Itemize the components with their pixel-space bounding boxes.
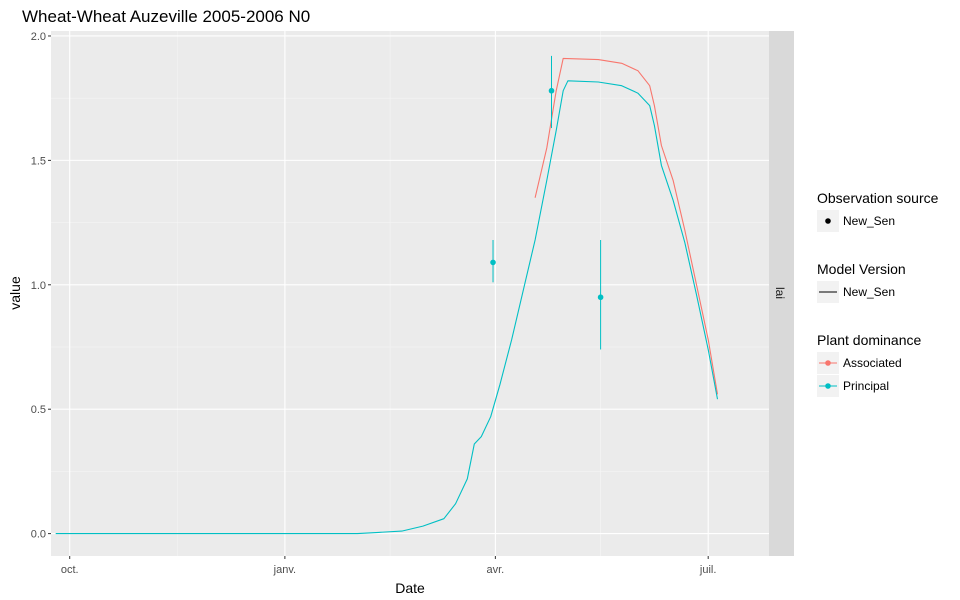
plot-panel [51,31,769,556]
y-tick-label: 1.0 [31,280,46,292]
x-tick-label: juil. [699,564,717,576]
legend-dot-icon [825,218,831,224]
x-axis-ticks: oct. janv. avr. juil. [61,556,717,576]
legend-associated-dot-icon [825,360,831,366]
observation-point [597,294,604,301]
y-tick-label: 1.5 [31,155,46,167]
observation-point [490,259,496,266]
x-tick-label: janv. [273,564,296,576]
legend-title-model: Model Version [817,261,906,277]
observation-layer [490,55,604,350]
legend-item-observation: New_Sen [843,214,895,228]
legend-item-model: New_Sen [843,285,895,299]
x-tick-label: avr. [486,564,504,576]
x-axis-title: Date [395,580,425,596]
y-tick-label: 0.0 [31,529,46,541]
series-line-principal [55,80,719,535]
y-tick-label: 2.0 [31,31,46,43]
legend-principal-dot-icon [825,383,831,389]
observation-point [548,87,555,94]
legend-title-dominance: Plant dominance [817,332,922,348]
y-tick-label: 0.5 [31,404,46,416]
y-axis-ticks: 0.0 0.5 1.0 1.5 2.0 [31,31,51,541]
chart-title: Wheat-Wheat Auzeville 2005-2006 N0 [22,7,310,26]
facet-strip-label: lai [773,287,787,299]
x-tick-label: oct. [61,564,79,576]
legend-title-observation: Observation source [817,190,939,206]
legend-item-principal: Principal [843,379,889,393]
y-axis-title: value [7,276,23,310]
series-line-associated [534,57,719,395]
facet-strip [769,31,794,556]
legend-item-associated: Associated [843,356,902,370]
series-layer [55,57,719,535]
legend: Observation source New_Sen Model Version… [817,190,939,397]
